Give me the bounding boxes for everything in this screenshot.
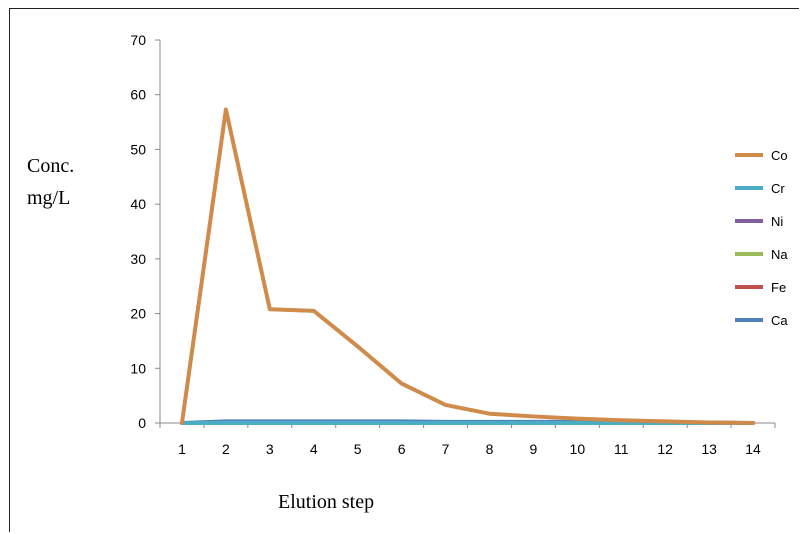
- x-tick-label: 7: [442, 441, 450, 457]
- x-tick-label: 3: [266, 441, 274, 457]
- y-axis-label-line-1: Conc.: [27, 155, 75, 177]
- x-tick-label: 4: [310, 441, 318, 457]
- x-tick-label: 12: [657, 441, 673, 457]
- x-axis-label: Elution step: [278, 491, 375, 513]
- y-tick-label: 0: [138, 415, 146, 431]
- x-tick-label: 13: [701, 441, 717, 457]
- series-layer: [179, 107, 756, 425]
- legend-label-co: Co: [771, 148, 788, 163]
- x-tick-label: 11: [614, 441, 629, 457]
- y-tick-label: 70: [130, 32, 146, 48]
- y-tick-label: 10: [130, 360, 146, 376]
- x-tick-label: 9: [529, 441, 537, 457]
- x-tick-label: 1: [178, 441, 186, 457]
- y-tick-label: 60: [130, 87, 146, 103]
- x-tick-label: 5: [354, 441, 362, 457]
- x-tick-label: 14: [745, 441, 761, 457]
- legend: Co Cr Ni Na Fe Ca: [735, 148, 788, 328]
- y-tick-label: 40: [130, 196, 146, 212]
- y-tick-label: 20: [130, 306, 146, 322]
- x-tick-label: 6: [398, 441, 406, 457]
- y-axis-label: Conc. mg/L: [27, 150, 74, 214]
- legend-label-fe: Fe: [771, 280, 786, 295]
- legend-label-ca: Ca: [771, 313, 788, 328]
- x-tick-label: 10: [570, 441, 586, 457]
- legend-label-na: Na: [771, 247, 788, 262]
- series-line-co: [179, 107, 756, 425]
- x-tick-label: 2: [222, 441, 230, 457]
- x-tick-label: 8: [486, 441, 494, 457]
- chart-frame: [9, 8, 799, 532]
- y-axis-label-line-2: mg/L: [27, 187, 71, 209]
- legend-label-cr: Cr: [771, 181, 785, 196]
- y-tick-label: 30: [130, 251, 146, 267]
- legend-label-ni: Ni: [771, 214, 783, 229]
- y-tick-label: 50: [130, 141, 146, 157]
